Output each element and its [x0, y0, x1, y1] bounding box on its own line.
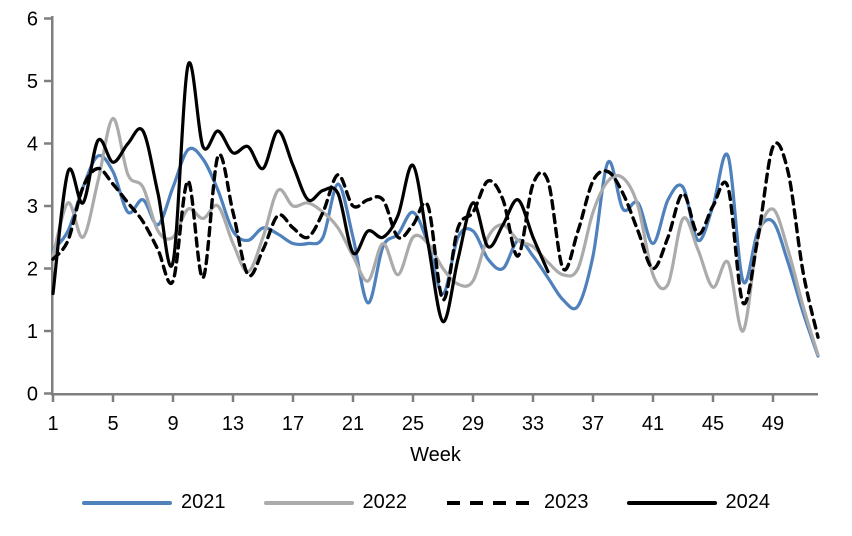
y-tick-label: 4: [27, 134, 38, 156]
legend-swatch-dashed-line: [447, 500, 533, 505]
y-tick-label: 5: [27, 71, 38, 93]
x-tick-label: 37: [582, 413, 604, 435]
x-tick-label: 49: [762, 413, 784, 435]
series-line-2024: [51, 61, 550, 324]
x-tick-label: 5: [107, 413, 118, 435]
legend-item-2023: 2023: [445, 491, 589, 514]
legend-item-2024: 2024: [626, 491, 771, 514]
x-tick-label: 13: [222, 413, 244, 435]
x-tick-label: 41: [642, 413, 664, 435]
y-tick-label: 0: [27, 384, 38, 406]
x-tick-label: 29: [462, 413, 484, 435]
x-axis-title: Week: [410, 444, 461, 466]
x-tick-label: 45: [702, 413, 724, 435]
legend-swatch-solid-line: [263, 500, 354, 505]
legend-item-2021: 2021: [82, 491, 226, 514]
legend: 2021 2022 2023 2024: [0, 491, 852, 514]
legend-item-2022: 2022: [263, 491, 408, 514]
x-tick-label: 21: [342, 413, 364, 435]
series-line-2023: [51, 141, 820, 339]
x-tick-label: 33: [522, 413, 544, 435]
legend-label: 2024: [725, 491, 771, 513]
legend-label: 2021: [181, 491, 226, 513]
y-tick-label: 3: [27, 196, 38, 218]
y-tick-label: 2: [27, 259, 38, 281]
x-tick-label: 1: [47, 413, 58, 435]
legend-swatch-solid-line: [82, 500, 172, 505]
legend-label: 2022: [362, 491, 408, 513]
y-tick-label: 6: [27, 9, 38, 31]
x-tick-label: 25: [402, 413, 424, 435]
y-tick-label: 1: [27, 321, 38, 343]
legend-swatch-solid-line: [626, 500, 717, 505]
series-line-2022: [51, 116, 820, 357]
legend-label: 2023: [544, 491, 589, 513]
x-tick-label: 9: [167, 413, 178, 435]
x-tick-label: 17: [282, 413, 304, 435]
